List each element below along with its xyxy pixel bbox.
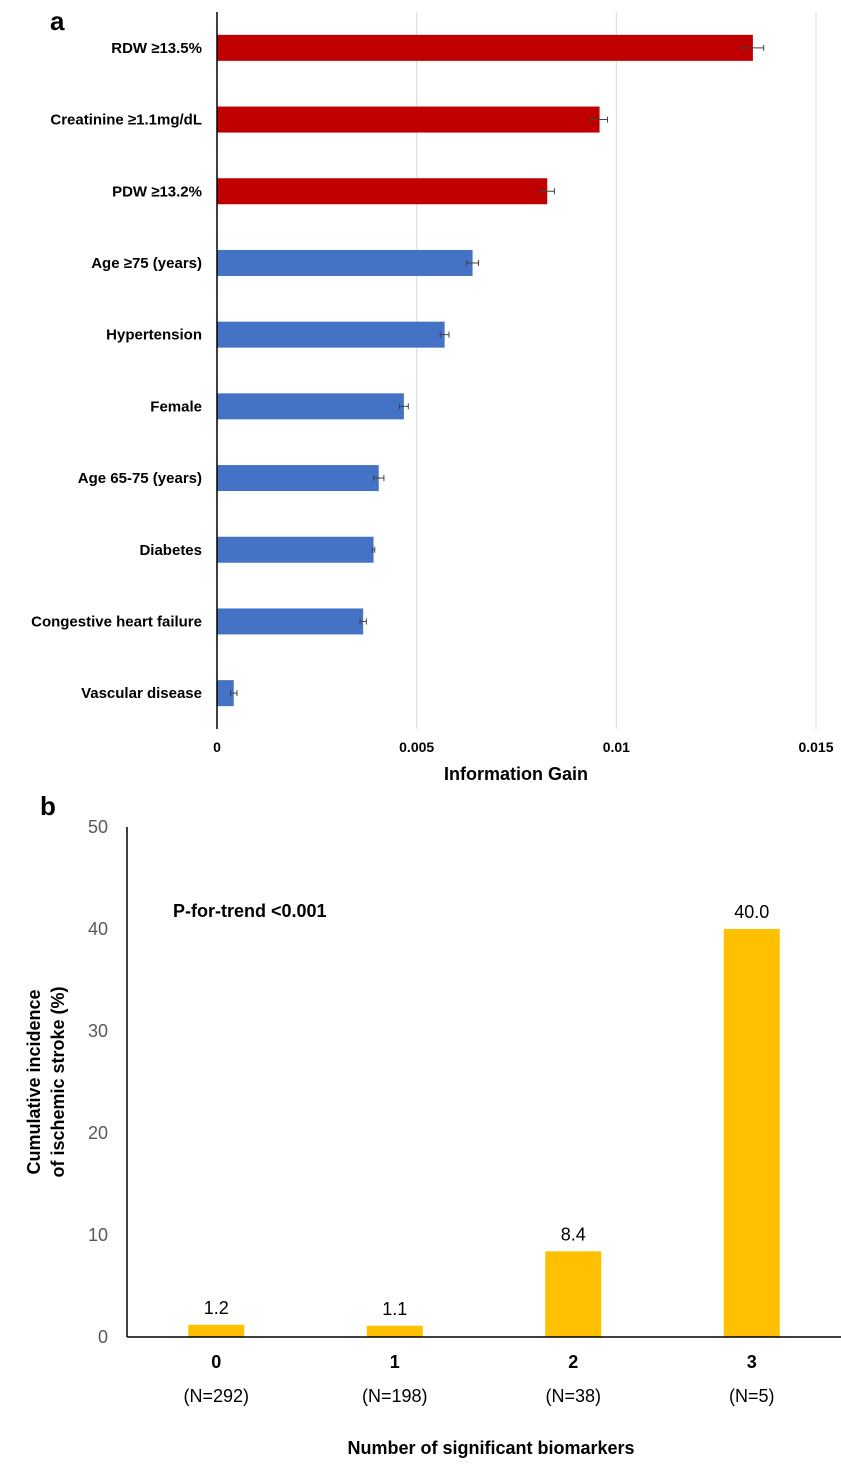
bar-3 — [217, 249, 473, 276]
category-label-8: Congestive heart failure — [31, 613, 202, 630]
x-tick-label-1: 0.005 — [399, 739, 434, 755]
y-tick-label-0: 0 — [98, 1327, 108, 1347]
bar-7 — [217, 536, 374, 563]
x-category-label-1: 1 — [390, 1352, 400, 1372]
x-category-label-0: 0 — [211, 1352, 221, 1372]
p-for-trend-annotation: P-for-trend <0.001 — [173, 901, 327, 921]
x-tick-label-0: 0 — [213, 739, 221, 755]
x-category-sublabel-2: (N=38) — [545, 1386, 601, 1406]
y-tick-label-5: 50 — [88, 817, 108, 837]
bar-8 — [217, 608, 364, 635]
bar-6 — [217, 465, 379, 492]
bar-0 — [217, 34, 753, 61]
category-label-9: Vascular disease — [81, 685, 202, 702]
x-category-sublabel-0: (N=292) — [183, 1386, 249, 1406]
category-label-2: PDW ≥13.2% — [112, 183, 202, 200]
x-category-label-2: 2 — [568, 1352, 578, 1372]
y-tick-label-1: 10 — [88, 1225, 108, 1245]
x-category-label-3: 3 — [747, 1352, 757, 1372]
bar-4 — [217, 321, 445, 348]
category-label-1: Creatinine ≥1.1mg/dL — [50, 112, 202, 129]
bar-2 — [217, 178, 548, 205]
category-label-5: Female — [150, 398, 202, 415]
bar-0 — [188, 1324, 245, 1337]
panel-a-letter: a — [50, 6, 65, 36]
y-axis-title-line-0: Cumulative incidence — [24, 989, 44, 1174]
data-label-1: 1.1 — [382, 1299, 407, 1319]
category-label-6: Age 65-75 (years) — [78, 470, 202, 487]
y-axis-title-line-1: of ischemic stroke (%) — [48, 986, 68, 1177]
bar-1 — [217, 106, 600, 133]
data-label-2: 8.4 — [561, 1224, 586, 1244]
category-label-4: Hypertension — [106, 327, 202, 344]
y-tick-label-3: 30 — [88, 1021, 108, 1041]
data-label-0: 1.2 — [204, 1298, 229, 1318]
category-label-0: RDW ≥13.5% — [111, 40, 202, 57]
category-label-3: Age ≥75 (years) — [91, 255, 202, 272]
panel-b-chart: 0 10 20 30 40 50 1.2 0 (N=292) 1.1 1 (N=198) 8.4 2 (N=… — [24, 817, 841, 1458]
x-axis-title: Number of significant biomarkers — [347, 1438, 634, 1458]
bar-9 — [217, 680, 234, 707]
panel-a-chart: RDW ≥13.5% Creatinine ≥1.1mg/dL PDW ≥13.2%… — [31, 12, 834, 784]
bar-2 — [545, 1251, 602, 1337]
panel-b-letter: b — [40, 791, 56, 821]
x-tick-label-3: 0.015 — [798, 739, 833, 755]
x-tick-label-2: 0.01 — [603, 739, 630, 755]
bar-5 — [217, 393, 404, 420]
x-axis-title: Information Gain — [444, 764, 588, 784]
category-label-7: Diabetes — [139, 542, 202, 559]
bar-3 — [723, 929, 780, 1337]
y-tick-label-4: 40 — [88, 919, 108, 939]
bar-1 — [366, 1325, 423, 1337]
y-tick-label-2: 20 — [88, 1123, 108, 1143]
y-axis-title: Cumulative incidence of ischemic stroke (… — [24, 986, 68, 1177]
data-label-3: 40.0 — [734, 902, 769, 922]
x-category-sublabel-3: (N=5) — [729, 1386, 775, 1406]
x-category-sublabel-1: (N=198) — [362, 1386, 428, 1406]
